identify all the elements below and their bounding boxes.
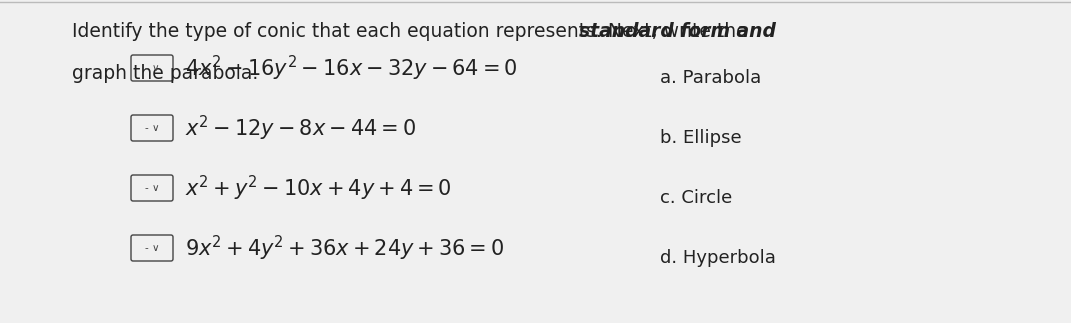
Text: $4x^2 - 16y^2 - 16x - 32y - 64 = 0$: $4x^2 - 16y^2 - 16x - 32y - 64 = 0$ bbox=[185, 53, 517, 83]
Text: graph the parabola.: graph the parabola. bbox=[72, 64, 258, 83]
Text: a. Parabola: a. Parabola bbox=[660, 69, 761, 87]
Text: Identify the type of conic that each equation represents. Next, write the: Identify the type of conic that each equ… bbox=[72, 22, 754, 41]
Text: - ∨: - ∨ bbox=[145, 243, 160, 253]
Text: - ∨: - ∨ bbox=[145, 123, 160, 133]
Text: d. Hyperbola: d. Hyperbola bbox=[660, 249, 775, 267]
Text: $9x^2 + 4y^2 + 36x + 24y + 36 = 0$: $9x^2 + 4y^2 + 36x + 24y + 36 = 0$ bbox=[185, 234, 504, 263]
Text: - ∨: - ∨ bbox=[145, 183, 160, 193]
Text: b. Ellipse: b. Ellipse bbox=[660, 129, 741, 147]
Text: - ∨: - ∨ bbox=[145, 63, 160, 73]
Text: c. Circle: c. Circle bbox=[660, 189, 733, 207]
Text: standard form and: standard form and bbox=[579, 22, 775, 41]
Text: $x^2 - 12y - 8x - 44 = 0$: $x^2 - 12y - 8x - 44 = 0$ bbox=[185, 113, 417, 142]
Text: $x^2 + y^2 - 10x + 4y + 4 = 0$: $x^2 + y^2 - 10x + 4y + 4 = 0$ bbox=[185, 173, 452, 203]
